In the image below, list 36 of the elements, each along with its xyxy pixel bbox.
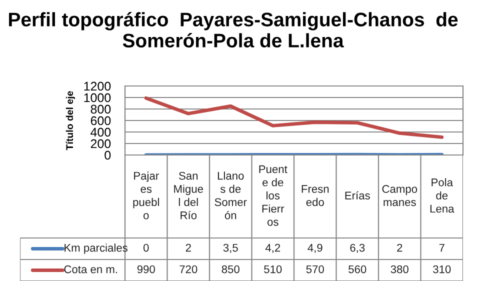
- y-tick-label: 600: [90, 116, 111, 126]
- x-tick-label: Puente de los Fierros: [259, 165, 288, 226]
- x-tick-label: Fresnedo: [302, 185, 329, 206]
- data-label: 720: [180, 265, 198, 274]
- y-tick-label: 0: [104, 150, 111, 160]
- data-label: 380: [390, 265, 408, 274]
- x-tick-label: Llanos de Somerón: [214, 172, 247, 220]
- chart-title: Perfil topográfico Payares-Samiguel-Chanos de Somerón-Pola de L.lena: [9, 12, 458, 48]
- data-label: 310: [433, 265, 451, 274]
- data-label: 4,9: [308, 244, 322, 254]
- data-label: 0: [143, 244, 149, 252]
- x-tick-label: Pajares pueblo: [133, 172, 159, 220]
- y-tick-label: 200: [90, 139, 111, 148]
- legend-label: Km parciales: [64, 244, 128, 254]
- x-tick-label: San Miguel del Río: [174, 172, 204, 220]
- data-label: 560: [348, 265, 366, 274]
- y-tick-label: 1200: [84, 82, 111, 91]
- data-label: 2: [186, 244, 191, 252]
- data-label: 510: [264, 265, 282, 274]
- x-tick-label: Campomanes: [382, 185, 418, 206]
- legend-label: Cota en m.: [64, 265, 118, 274]
- y-tick-label: 1000: [84, 93, 111, 102]
- x-tick-label: Erías: [345, 191, 370, 200]
- data-label: 2: [397, 244, 402, 252]
- y-tick-label: 800: [90, 104, 111, 114]
- data-label: 850: [222, 265, 240, 274]
- line-series: [144, 96, 444, 139]
- data-label: 990: [137, 265, 155, 274]
- x-tick-label: Pola de Lena: [430, 178, 454, 213]
- data-label: 7: [439, 244, 444, 252]
- y-tick-label: 400: [90, 128, 111, 137]
- data-label: 570: [306, 265, 324, 274]
- y-axis-title: Título del eje: [66, 91, 75, 150]
- data-label: 4,2: [265, 244, 280, 254]
- data-label: 6,3: [350, 244, 365, 254]
- data-label: 3,5: [223, 244, 238, 254]
